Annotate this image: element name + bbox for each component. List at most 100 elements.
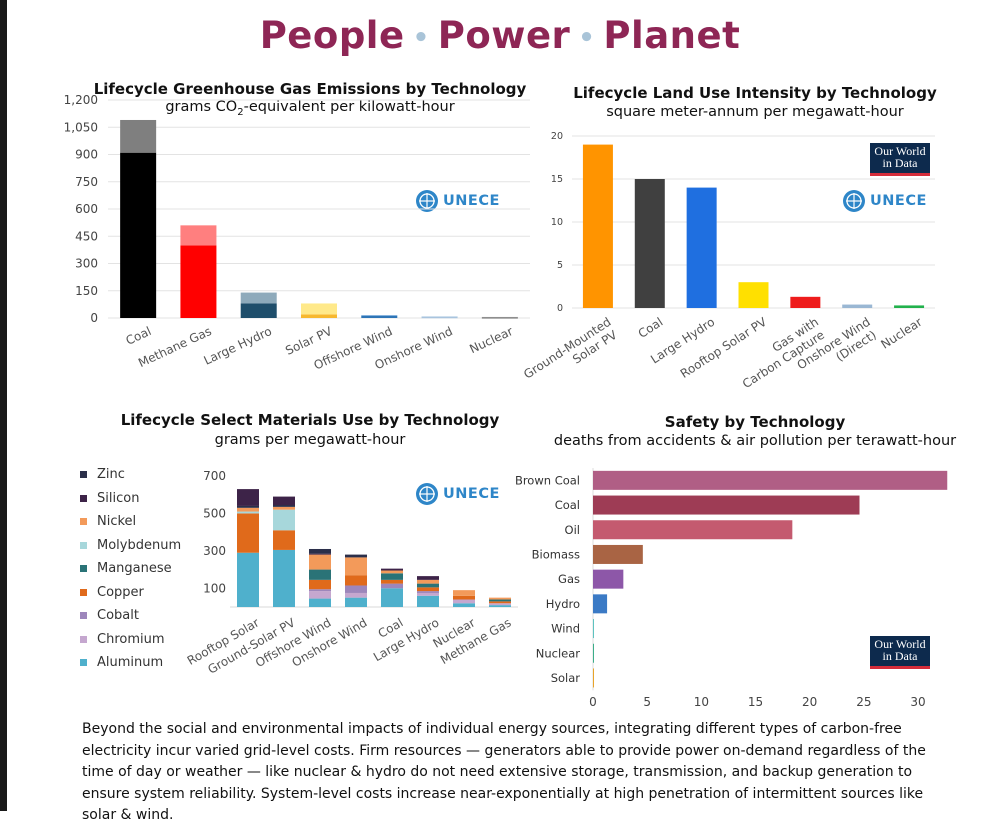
materials-seg-rooftop-solar-molybdenum	[237, 512, 259, 514]
materials-seg-methane-gas-aluminum	[489, 605, 511, 607]
materials-seg-nuclear-aluminum	[453, 603, 475, 607]
land-y-tick: 0	[557, 303, 563, 314]
land-bar-large-hydro	[687, 188, 717, 308]
ghg-bar-offshore-wind	[361, 316, 397, 318]
materials-seg-offshore-wind-aluminum	[309, 599, 331, 607]
land-bar-gas-with-carbon-capture	[790, 297, 820, 308]
materials-seg-coal-manganese	[381, 573, 403, 580]
ghg-bar-onshore-wind	[422, 317, 458, 319]
materials-seg-coal-cobalt	[381, 584, 403, 589]
materials-seg-offshore-wind-manganese	[309, 570, 331, 580]
materials-seg-ground-solar-pv-aluminum	[273, 550, 295, 607]
materials-seg-coal-aluminum	[381, 588, 403, 607]
safety-x-tick: 5	[643, 695, 651, 709]
ghg-x-label: Nuclear	[467, 324, 515, 356]
materials-seg-large-hydro-manganese	[417, 584, 439, 588]
materials-seg-large-hydro-aluminum	[417, 596, 439, 607]
ghg-bar-solar-pv	[301, 314, 337, 318]
land-y-tick: 15	[551, 174, 563, 185]
materials-seg-offshore-wind-zinc	[309, 549, 331, 554]
ghg-bar-range-large-hydro	[241, 293, 277, 304]
safety-x-tick: 20	[802, 695, 817, 709]
materials-seg-methane-gas-chromium	[489, 603, 511, 605]
materials-seg-onshore-wind-zinc	[345, 555, 367, 558]
ghg-bar-range-solar-pv	[301, 303, 337, 314]
land-bar-ground-mounted-solar-pv	[583, 145, 613, 308]
safety-x-tick: 25	[856, 695, 871, 709]
land-y-tick: 5	[557, 260, 563, 271]
safety-bar-oil	[593, 520, 792, 539]
materials-seg-offshore-wind-cobalt	[309, 589, 331, 591]
safety-bar-solar	[593, 668, 594, 687]
safety-y-label: Nuclear	[536, 646, 581, 660]
ghg-bar-range-methane-gas	[180, 225, 216, 245]
ghg-y-tick: 450	[75, 229, 98, 243]
safety-x-tick: 10	[694, 695, 709, 709]
safety-bar-wind	[593, 619, 594, 638]
materials-seg-large-hydro-nickel	[417, 580, 439, 584]
materials-seg-onshore-wind-copper	[345, 575, 367, 585]
ghg-y-tick: 1,050	[64, 120, 98, 134]
materials-seg-rooftop-solar-zinc	[237, 506, 259, 508]
materials-seg-onshore-wind-aluminum	[345, 598, 367, 607]
materials-seg-offshore-wind-copper	[309, 580, 331, 589]
materials-seg-onshore-wind-cobalt	[345, 585, 367, 592]
ghg-y-tick: 150	[75, 284, 98, 298]
footer-paragraph: Beyond the social and environmental impa…	[82, 719, 952, 827]
materials-seg-nuclear-copper	[453, 596, 475, 600]
materials-seg-ground-solar-pv-copper	[273, 530, 295, 550]
materials-seg-rooftop-solar-aluminum	[237, 553, 259, 607]
safety-y-label: Hydro	[546, 597, 580, 611]
safety-bar-gas	[593, 570, 623, 589]
materials-seg-ground-solar-pv-nickel	[273, 507, 295, 510]
materials-y-tick: 700	[203, 469, 226, 483]
safety-bar-hydro	[593, 594, 607, 613]
ghg-y-tick: 600	[75, 202, 98, 216]
land-bar-nuclear	[894, 305, 924, 308]
land-x-label: Coal	[636, 315, 666, 341]
materials-seg-coal-copper	[381, 580, 403, 584]
materials-seg-rooftop-solar-copper	[237, 513, 259, 552]
safety-y-label: Biomass	[532, 547, 580, 561]
safety-bar-biomass	[593, 545, 643, 564]
ghg-y-tick: 1,200	[64, 93, 98, 107]
materials-y-tick: 100	[203, 581, 226, 595]
materials-seg-coal-nickel	[381, 571, 403, 574]
materials-seg-large-hydro-copper	[417, 587, 439, 591]
materials-y-tick: 500	[203, 506, 226, 520]
materials-seg-methane-gas-copper	[489, 601, 511, 603]
materials-seg-large-hydro-cobalt	[417, 591, 439, 593]
materials-seg-offshore-wind-nickel	[309, 555, 331, 570]
materials-seg-onshore-wind-nickel	[345, 557, 367, 575]
materials-seg-nuclear-nickel	[453, 590, 475, 596]
materials-seg-rooftop-solar-silicon	[237, 489, 259, 506]
safety-y-label: Coal	[555, 498, 580, 512]
ghg-y-tick: 900	[75, 148, 98, 162]
safety-bar-nuclear	[593, 644, 594, 663]
materials-seg-rooftop-solar-nickel	[237, 508, 259, 512]
safety-x-tick: 15	[748, 695, 763, 709]
land-bar-onshore-wind-direct	[842, 305, 872, 308]
safety-bar-coal	[593, 496, 860, 515]
materials-seg-ground-solar-pv-molybdenum	[273, 510, 295, 531]
materials-seg-nuclear-chromium	[453, 600, 475, 604]
ghg-y-tick: 0	[90, 311, 98, 325]
ghg-bar-range-offshore-wind	[361, 315, 397, 316]
land-bar-coal	[635, 179, 665, 308]
materials-seg-ground-solar-pv-silicon	[273, 497, 295, 505]
materials-seg-methane-gas-manganese	[489, 600, 511, 602]
materials-seg-offshore-wind-chromium	[309, 591, 331, 598]
ghg-y-tick: 300	[75, 257, 98, 271]
ghg-x-label: Large Hydro	[202, 324, 274, 368]
ghg-y-tick: 750	[75, 175, 98, 189]
safety-y-label: Wind	[551, 622, 580, 636]
land-y-tick: 10	[551, 217, 563, 228]
land-bar-rooftop-solar-pv	[739, 282, 769, 308]
land-x-label: Nuclear	[878, 315, 924, 352]
materials-seg-large-hydro-silicon	[417, 576, 439, 580]
safety-y-label: Solar	[551, 671, 581, 685]
safety-y-label: Oil	[565, 523, 580, 537]
materials-seg-ground-solar-pv-zinc	[273, 505, 295, 507]
safety-bar-brown-coal	[593, 471, 947, 490]
materials-seg-coal-silicon	[381, 569, 403, 571]
